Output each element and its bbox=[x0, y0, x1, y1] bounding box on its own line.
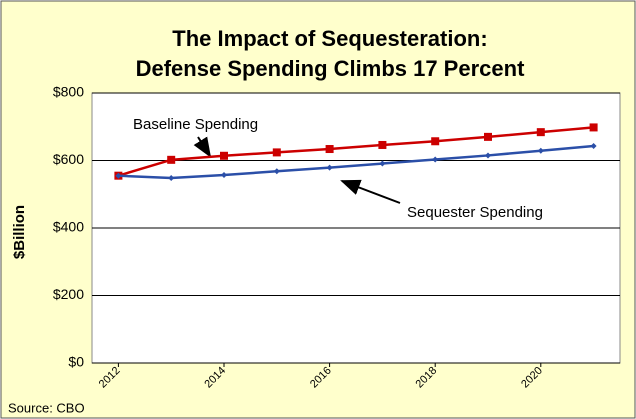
marker bbox=[378, 140, 387, 149]
marker bbox=[115, 172, 122, 179]
marker bbox=[326, 164, 333, 171]
marker bbox=[168, 175, 175, 182]
series-line bbox=[118, 126, 594, 177]
marker bbox=[220, 151, 228, 160]
marker bbox=[272, 148, 281, 157]
marker bbox=[325, 145, 334, 154]
chart-title: The Impact of Sequesteration: bbox=[172, 26, 487, 51]
marker bbox=[221, 172, 227, 179]
marker bbox=[536, 128, 545, 137]
marker bbox=[432, 156, 439, 163]
marker bbox=[484, 132, 492, 141]
annotation-arrow bbox=[193, 136, 212, 158]
y-tick-label: $800 bbox=[53, 84, 84, 100]
marker bbox=[590, 142, 597, 149]
annotation: Sequester Spending bbox=[407, 204, 543, 221]
marker bbox=[167, 155, 176, 164]
source: Source: CBO bbox=[8, 400, 85, 415]
marker bbox=[589, 123, 598, 132]
marker bbox=[431, 137, 440, 146]
marker bbox=[537, 147, 544, 154]
marker bbox=[379, 160, 386, 167]
chart-subtitle: Defense Spending Climbs 17 Percent bbox=[136, 56, 525, 81]
annotation: Baseline Spending bbox=[133, 116, 258, 133]
marker bbox=[485, 152, 491, 159]
y-tick-label: $600 bbox=[53, 151, 84, 167]
annotation-arrow bbox=[340, 179, 401, 204]
y-axis-label: $Billion bbox=[11, 205, 28, 259]
marker bbox=[273, 168, 280, 175]
y-tick-label: $0 bbox=[68, 354, 84, 370]
y-tick-label: $200 bbox=[53, 286, 84, 302]
y-tick-label: $400 bbox=[53, 219, 84, 235]
series-line bbox=[118, 144, 594, 180]
